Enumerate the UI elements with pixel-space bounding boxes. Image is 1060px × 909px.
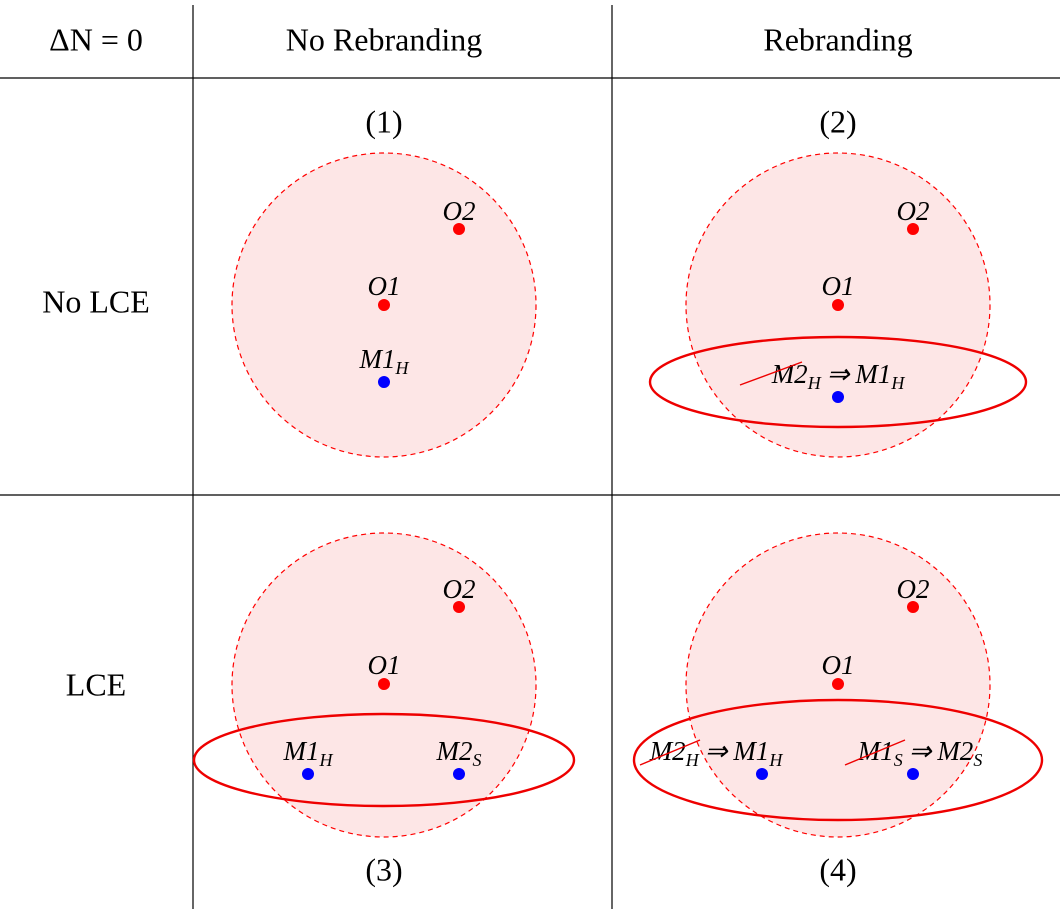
old-base: M1 bbox=[857, 736, 894, 766]
point bbox=[907, 768, 919, 780]
new-sub: S bbox=[973, 750, 982, 770]
cell-tag: (2) bbox=[819, 103, 856, 139]
arrow: ⇒ bbox=[909, 736, 933, 766]
point bbox=[378, 376, 390, 388]
rebrand-label: M2H ⇒ M1H bbox=[771, 359, 906, 393]
point bbox=[832, 299, 844, 311]
old-base: M2 bbox=[771, 359, 808, 389]
new-base: M1 bbox=[854, 359, 891, 389]
new-sub: H bbox=[890, 373, 905, 393]
point-label: M1H bbox=[283, 736, 334, 770]
old-sub: H bbox=[807, 373, 822, 393]
point-label: O1 bbox=[368, 650, 401, 680]
point-label: O2 bbox=[897, 574, 930, 604]
point-label: O2 bbox=[897, 196, 930, 226]
label-base: M2 bbox=[436, 736, 473, 766]
strike-through bbox=[639, 739, 701, 766]
rebrand-label: M1S ⇒ M2S bbox=[857, 736, 983, 770]
cell-tag: (1) bbox=[365, 103, 402, 139]
point bbox=[453, 601, 465, 613]
new-sub: H bbox=[768, 750, 783, 770]
old-base: M2 bbox=[649, 736, 686, 766]
rebrand-ellipse bbox=[648, 335, 1028, 429]
row-header: No LCE bbox=[42, 283, 150, 319]
arrow: ⇒ bbox=[827, 359, 851, 389]
row-header: LCE bbox=[66, 666, 126, 702]
point bbox=[378, 299, 390, 311]
cell-tag: (3) bbox=[365, 851, 402, 887]
new-base: M1 bbox=[732, 736, 769, 766]
lce-ellipse bbox=[192, 712, 576, 808]
label-base: M1 bbox=[359, 344, 396, 374]
new-base: M2 bbox=[936, 736, 973, 766]
point-label: O1 bbox=[822, 271, 855, 301]
strike-through bbox=[739, 361, 803, 386]
point bbox=[756, 768, 768, 780]
label-base: M1 bbox=[283, 736, 320, 766]
point-label: O1 bbox=[822, 650, 855, 680]
point-label: O1 bbox=[368, 271, 401, 301]
arrow: ⇒ bbox=[705, 736, 729, 766]
point bbox=[453, 223, 465, 235]
corner-header: ΔN = 0 bbox=[49, 21, 143, 57]
point bbox=[907, 223, 919, 235]
point bbox=[453, 768, 465, 780]
point bbox=[302, 768, 314, 780]
label-sub: H bbox=[319, 750, 334, 770]
point bbox=[378, 678, 390, 690]
rebrand-label: M2H ⇒ M1H bbox=[649, 736, 784, 770]
point bbox=[907, 601, 919, 613]
label-sub: H bbox=[395, 358, 410, 378]
point-label: M1H bbox=[359, 344, 410, 378]
strike-through bbox=[844, 739, 906, 766]
column-header: Rebranding bbox=[763, 21, 912, 57]
point bbox=[832, 391, 844, 403]
point-label: O2 bbox=[443, 196, 476, 226]
point-label: M2S bbox=[436, 736, 482, 770]
label-sub: S bbox=[473, 750, 482, 770]
point bbox=[832, 678, 844, 690]
old-sub: H bbox=[685, 750, 700, 770]
rebrand-ellipse bbox=[632, 698, 1044, 822]
old-sub: S bbox=[894, 750, 903, 770]
cell-tag: (4) bbox=[819, 851, 856, 887]
column-header: No Rebranding bbox=[286, 21, 482, 57]
point-label: O2 bbox=[443, 574, 476, 604]
